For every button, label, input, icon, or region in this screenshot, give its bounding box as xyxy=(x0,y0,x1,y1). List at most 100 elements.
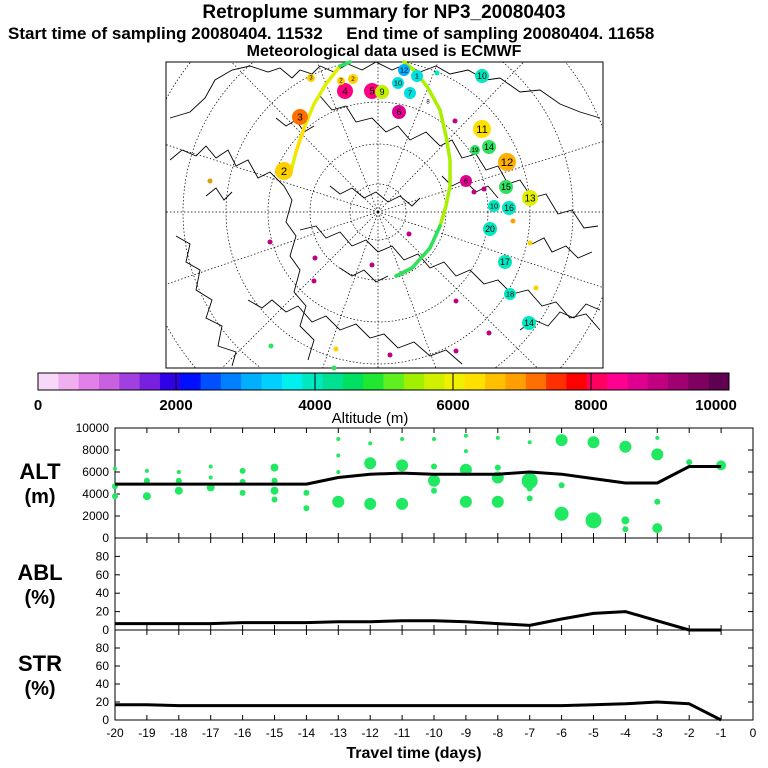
map-point xyxy=(312,255,318,261)
y-tick-label: 40 xyxy=(96,677,110,691)
map-point xyxy=(369,262,375,268)
alt-cluster-point xyxy=(176,470,181,474)
y-tick-label: 40 xyxy=(96,586,110,600)
alt-cluster-point xyxy=(652,523,663,534)
map-cluster: 7 xyxy=(404,87,416,99)
map-cluster: 15 xyxy=(499,180,513,194)
map-cluster: 3 xyxy=(307,74,315,82)
map-cluster-dot xyxy=(498,153,516,171)
y-tick-label: 60 xyxy=(96,568,110,582)
x-tick-label: -12 xyxy=(362,726,380,740)
map-panel: 234 5 967101112131415161711819201422381210… xyxy=(165,60,604,371)
x-tick-label: -3 xyxy=(652,726,663,740)
alt-cluster-point xyxy=(526,485,533,492)
map-cluster-label: 3 xyxy=(309,76,313,82)
map-point xyxy=(471,189,477,195)
map-cluster-label: 7 xyxy=(408,89,412,98)
map-cluster-dot xyxy=(307,74,315,82)
map-cluster: 10 xyxy=(392,77,404,89)
sampling-times: Start time of sampling 20080404. 11532 E… xyxy=(8,24,655,43)
colorbar-swatch xyxy=(668,373,689,390)
map-cluster-label: 15 xyxy=(501,182,511,192)
alt-cluster-point xyxy=(303,489,310,496)
alt-cluster-point xyxy=(526,495,533,502)
alt-cluster-point xyxy=(396,459,409,472)
x-tick-label: -11 xyxy=(394,726,411,740)
map-cluster-dot xyxy=(392,77,404,89)
map-point xyxy=(452,118,458,124)
map-cluster-dot xyxy=(404,87,416,99)
alt-cluster-point xyxy=(621,516,630,525)
map-cluster: 16 xyxy=(502,201,516,215)
y-tick-label: 8000 xyxy=(82,443,109,457)
map-cluster-dot xyxy=(337,83,353,99)
y-tick-label: 6000 xyxy=(82,465,109,479)
alt-cluster-point xyxy=(431,487,437,494)
alt-cluster-point xyxy=(208,475,213,480)
map-cluster-dot xyxy=(473,120,491,138)
colorbar-swatch xyxy=(464,373,486,390)
y-tick-label: 60 xyxy=(96,659,110,673)
map-point xyxy=(387,352,393,358)
met-data-line: Meteorological data used is ECMWF xyxy=(246,43,522,60)
alt-cluster-point xyxy=(112,493,118,500)
map-small-markers xyxy=(207,70,539,371)
alt-cluster-point xyxy=(239,467,246,474)
alt-cluster-point xyxy=(303,505,310,512)
map-cluster: 3 xyxy=(292,109,308,125)
map-point xyxy=(510,218,516,224)
alt-cluster-point xyxy=(622,526,629,533)
map-cluster-dot xyxy=(488,200,500,212)
colorbar-swatch xyxy=(546,373,567,390)
map-point xyxy=(453,348,459,354)
map-cluster: 2 xyxy=(348,74,358,84)
alt-cluster-point xyxy=(144,468,149,473)
y-tick-label: 0 xyxy=(102,531,109,545)
colorbar-swatch xyxy=(322,373,344,390)
colorbar-swatch xyxy=(302,373,324,390)
alt-cluster-point xyxy=(585,512,602,529)
map-cluster-label: 12 xyxy=(400,66,408,75)
map-cluster: 12 xyxy=(498,153,516,171)
map-cluster-label: 14 xyxy=(524,318,534,328)
alt-cluster-point xyxy=(495,435,500,440)
alt-cluster-point xyxy=(142,492,151,501)
plume-trajectory xyxy=(288,60,452,278)
colorbar-swatch xyxy=(180,373,202,390)
colorbar-tick: 10000 xyxy=(695,397,737,414)
colorbar-tick: 2000 xyxy=(159,397,192,414)
colorbar-swatch xyxy=(708,373,730,390)
x-tick-label: -5 xyxy=(588,726,599,740)
y-tick-label: 80 xyxy=(96,641,110,655)
map-point xyxy=(533,285,539,291)
map-cluster-dot xyxy=(392,105,406,119)
map-cluster-dot xyxy=(499,180,513,194)
map-cluster-dot xyxy=(522,316,536,330)
map-cluster-label: 9 xyxy=(380,87,385,97)
colorbar-swatch xyxy=(586,373,608,390)
map-cluster-label: 20 xyxy=(485,224,495,234)
colorbar-swatch xyxy=(261,373,283,390)
map-cluster: 20 xyxy=(483,222,497,236)
map-cluster-dot xyxy=(460,175,472,187)
map-cluster-dot xyxy=(504,288,516,300)
altitude-colorbar xyxy=(37,372,730,391)
colorbar-swatch xyxy=(403,373,425,390)
map-cluster: 8 xyxy=(424,98,432,106)
colorbar-tick: 8000 xyxy=(574,397,607,414)
map-cluster-dot xyxy=(482,140,496,154)
panel-abl: 0 20 40 60 80 ABL(%) xyxy=(17,537,754,637)
y-tick-label: 0 xyxy=(102,623,109,637)
map-cluster-dot xyxy=(375,85,389,99)
alt-cluster-point xyxy=(651,448,664,461)
alt-cluster-point xyxy=(396,497,409,510)
map-cluster: 9 xyxy=(375,85,389,99)
x-tick-label: -10 xyxy=(425,726,443,740)
colorbar-swatch xyxy=(342,373,364,390)
x-tick-label: -20 xyxy=(106,726,124,740)
alt-cluster-point xyxy=(336,453,341,458)
map-cluster: 10 xyxy=(488,200,500,212)
alt-cluster-point xyxy=(271,496,278,503)
alt-cluster-point xyxy=(336,437,341,441)
